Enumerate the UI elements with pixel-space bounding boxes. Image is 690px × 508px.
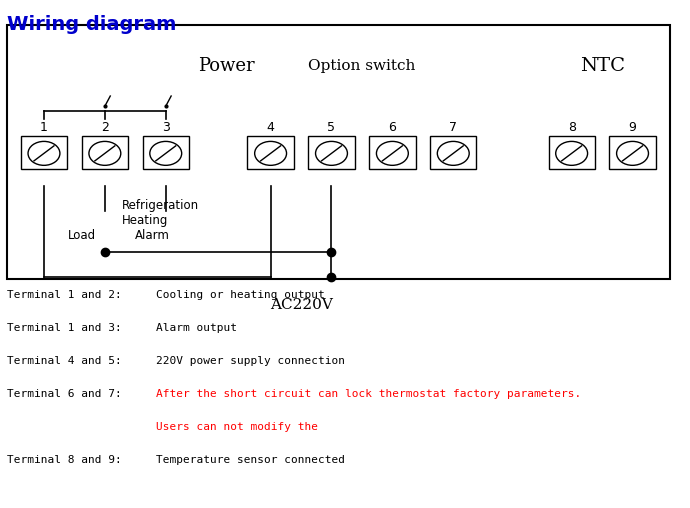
Text: Power: Power	[198, 57, 255, 75]
Text: Load: Load	[68, 229, 96, 242]
Text: 3: 3	[162, 121, 170, 134]
Text: 8: 8	[568, 121, 575, 134]
Bar	[609, 136, 656, 169]
Text: 4: 4	[266, 121, 275, 134]
Text: AC220V: AC220V	[270, 298, 333, 312]
Text: After the short circuit can lock thermostat factory parameters.: After the short circuit can lock thermos…	[156, 389, 581, 399]
Circle shape	[28, 141, 60, 165]
Circle shape	[150, 141, 181, 165]
Circle shape	[89, 141, 121, 165]
Bar	[369, 136, 415, 169]
Bar	[248, 136, 294, 169]
Text: Temperature sensor connected: Temperature sensor connected	[156, 455, 344, 465]
Text: 9: 9	[629, 121, 636, 134]
Text: Alarm output: Alarm output	[156, 323, 237, 333]
Bar	[549, 136, 595, 169]
Circle shape	[555, 141, 588, 165]
Text: Terminal 4 and 5:: Terminal 4 and 5:	[7, 356, 121, 366]
Text: 1: 1	[40, 121, 48, 134]
Text: 6: 6	[388, 121, 396, 134]
Bar	[21, 136, 67, 169]
Circle shape	[617, 141, 649, 165]
Text: Users can not modify the: Users can not modify the	[156, 422, 317, 432]
Text: NTC: NTC	[580, 57, 624, 75]
FancyBboxPatch shape	[7, 25, 670, 279]
Circle shape	[255, 141, 286, 165]
Text: 220V power supply connection: 220V power supply connection	[156, 356, 344, 366]
Text: Terminal 6 and 7:: Terminal 6 and 7:	[7, 389, 121, 399]
Text: 7: 7	[449, 121, 457, 134]
Text: Wiring diagram: Wiring diagram	[7, 15, 176, 34]
Text: 5: 5	[328, 121, 335, 134]
Text: Terminal 8 and 9:: Terminal 8 and 9:	[7, 455, 121, 465]
Text: Terminal 1 and 2:: Terminal 1 and 2:	[7, 290, 121, 300]
Text: Option switch: Option switch	[308, 59, 415, 73]
Text: Terminal 1 and 3:: Terminal 1 and 3:	[7, 323, 121, 333]
Bar	[81, 136, 128, 169]
Bar	[143, 136, 189, 169]
Bar	[430, 136, 476, 169]
Circle shape	[315, 141, 348, 165]
Circle shape	[377, 141, 408, 165]
Text: Heating: Heating	[121, 214, 168, 228]
Text: 2: 2	[101, 121, 109, 134]
Circle shape	[437, 141, 469, 165]
Text: Alarm: Alarm	[135, 229, 170, 242]
Text: Refrigeration: Refrigeration	[121, 199, 199, 212]
Text: Cooling or heating output: Cooling or heating output	[156, 290, 324, 300]
Bar	[308, 136, 355, 169]
